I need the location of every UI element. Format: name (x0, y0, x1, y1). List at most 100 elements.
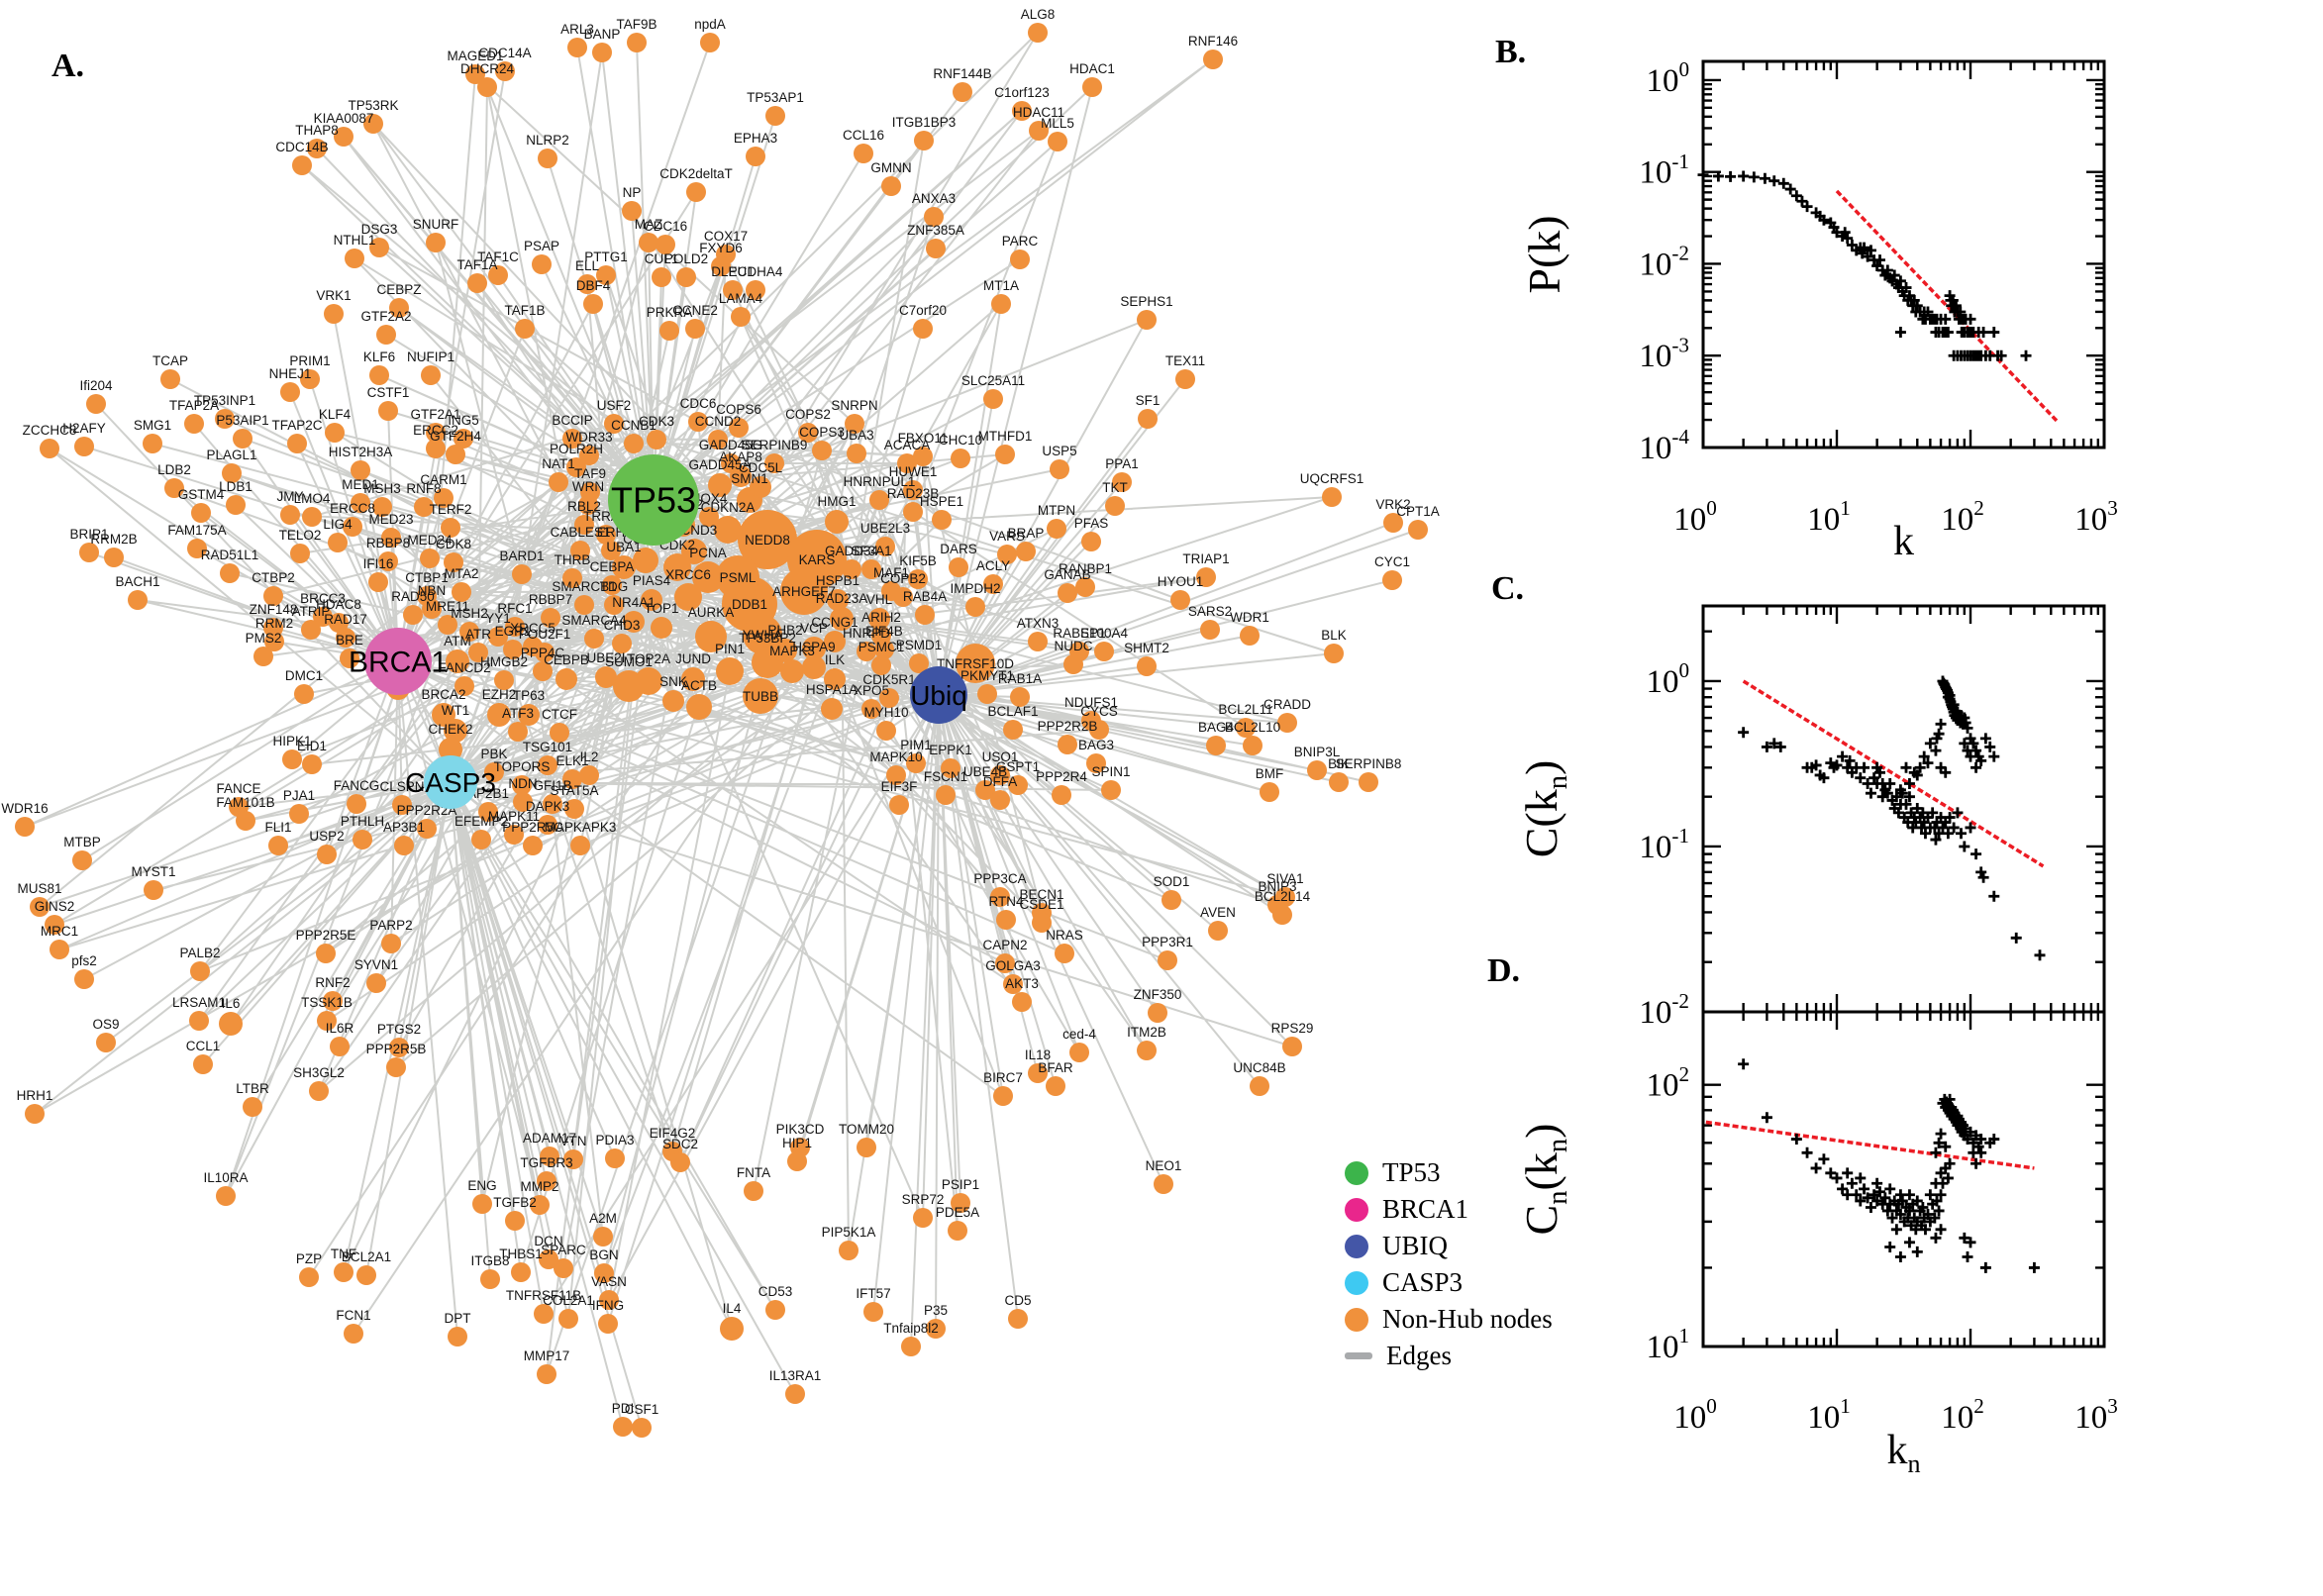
node-label: EZH2 (482, 687, 517, 702)
network-node (983, 389, 1003, 409)
node-label: ATM (444, 634, 471, 648)
network-node (1032, 913, 1052, 933)
network-node (1094, 642, 1114, 661)
network-node (564, 799, 584, 819)
network-node (478, 802, 498, 822)
node-label: MMP17 (524, 1348, 570, 1363)
node-label: BRIP1 (69, 527, 108, 542)
node-label: CDK5R1 (862, 672, 915, 687)
node-label: BANP (584, 27, 621, 42)
network-node (190, 961, 210, 981)
network-node (686, 694, 712, 720)
network-node (594, 1263, 614, 1283)
network-node (871, 655, 891, 675)
network-node (886, 765, 906, 785)
network-node (995, 953, 1015, 973)
network-node (901, 1337, 921, 1356)
network-node (325, 423, 345, 443)
network-node (903, 480, 923, 500)
network-node (824, 668, 846, 690)
node-label: FXYD6 (699, 241, 743, 255)
node-label: MSH3 (363, 481, 401, 496)
node-label: SHMT2 (1124, 641, 1169, 655)
tick-label: 10-3 (1639, 333, 1689, 374)
network-node (623, 611, 645, 633)
network-node (74, 437, 94, 456)
network-node (294, 684, 314, 704)
node-label: FANCG (334, 778, 380, 793)
node-label: LIG4 (323, 517, 353, 532)
node-label: BCL2L11 (1218, 702, 1272, 717)
network-node (1206, 736, 1226, 755)
network-node (1243, 736, 1262, 755)
node-label: RNF8 (406, 481, 441, 496)
node-label: H2AFY (62, 421, 106, 436)
network-node (313, 607, 333, 627)
network-node (893, 587, 913, 607)
network-node (670, 1152, 690, 1172)
network-node (1329, 772, 1349, 792)
node-label: KLF6 (363, 349, 395, 364)
node-label: BARD1 (499, 549, 544, 563)
network-node (532, 254, 552, 274)
legend-item-edges: Edges (1345, 1338, 1553, 1374)
network-node (454, 429, 473, 449)
node-label: GFI1B (533, 778, 571, 793)
network-node (454, 676, 474, 696)
hub-label: CASP3 (405, 767, 496, 798)
network-node (353, 830, 372, 849)
network-node (596, 265, 616, 285)
network-node (951, 1193, 970, 1213)
node-label: PRIM1 (289, 353, 330, 368)
network-node (1016, 542, 1036, 561)
tick-label: 10-1 (1639, 824, 1689, 865)
network-node (577, 274, 597, 294)
axis-title: k (1893, 519, 1914, 564)
network-node (403, 605, 423, 625)
node-label: NTHL1 (334, 233, 376, 248)
network-node (368, 572, 388, 592)
node-label: BIK (1328, 756, 1350, 771)
network-node (191, 503, 211, 523)
node-label: PIM1 (900, 738, 932, 752)
node-label: PSML (720, 570, 757, 585)
node-label: NR4A1 (612, 595, 656, 610)
node-label: ANXA3 (912, 191, 956, 206)
network-node (827, 589, 849, 611)
network-node (1028, 23, 1048, 43)
network-node (624, 434, 644, 453)
network-node (512, 775, 532, 795)
node-label: PCNA (689, 546, 727, 560)
network-node (446, 649, 469, 673)
node-label: CYCS (1080, 704, 1118, 719)
node-label: CHD3 (604, 618, 641, 633)
network-node (861, 699, 881, 719)
scatter-points (1738, 675, 2046, 961)
node-label: CD5 (1004, 1293, 1031, 1308)
network-node (570, 541, 590, 560)
node-label: HSPE1 (920, 494, 963, 509)
node-label: IL6R (326, 1021, 354, 1036)
node-label: POLR2H (550, 442, 603, 456)
tick-label: 100 (1646, 57, 1689, 99)
node-label: ITM2B (1127, 1025, 1166, 1040)
network-node (452, 582, 471, 602)
network-node (128, 590, 148, 610)
node-label: ALG8 (1021, 7, 1056, 22)
network-node (574, 595, 594, 615)
network-node (1307, 760, 1327, 780)
tick-label: 100 (1673, 496, 1717, 538)
node-label: CHEK2 (428, 722, 472, 737)
network-node (484, 762, 504, 782)
network-node (1003, 974, 1023, 994)
network-node (535, 643, 555, 662)
network-node (264, 632, 284, 651)
node-label: TNFRSF11B (506, 1288, 581, 1303)
network-node (503, 640, 523, 659)
node-label: PBK (480, 747, 507, 761)
node-label: IMPDH2 (950, 581, 1000, 596)
network-node (329, 613, 349, 633)
node-label: SYVN1 (354, 957, 398, 972)
node-label: BRE (336, 633, 363, 648)
network-node (444, 552, 463, 572)
